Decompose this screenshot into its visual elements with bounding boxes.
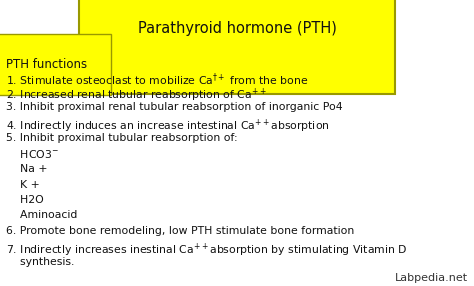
Text: H2O: H2O	[6, 195, 44, 205]
Text: Na +: Na +	[6, 164, 47, 174]
Text: 6. Promote bone remodeling, low PTH stimulate bone formation: 6. Promote bone remodeling, low PTH stim…	[6, 226, 354, 236]
Text: Parathyroid hormone (PTH): Parathyroid hormone (PTH)	[137, 21, 337, 36]
Text: 5. Inhibit proximal tubular reabsorption of:: 5. Inhibit proximal tubular reabsorption…	[6, 133, 237, 143]
Text: 2. Increased renal tubular reabsorption of Ca$^{++}$: 2. Increased renal tubular reabsorption …	[6, 86, 267, 104]
Text: K +: K +	[6, 180, 40, 190]
Text: Labpedia.net: Labpedia.net	[395, 273, 468, 283]
Text: 1. Stimulate osteoclast to mobilize Ca$^{\dag+}$ from the bone: 1. Stimulate osteoclast to mobilize Ca$^…	[6, 71, 308, 88]
Text: 3. Inhibit proximal renal tubular reabsorption of inorganic Po4: 3. Inhibit proximal renal tubular reabso…	[6, 102, 343, 112]
Text: PTH functions: PTH functions	[6, 58, 87, 71]
Text: Aminoacid: Aminoacid	[6, 210, 77, 221]
Text: synthesis.: synthesis.	[6, 257, 74, 267]
Text: 7. Indirectly increases inestinal Ca$^{++}$absorption by stimulating Vitamin D: 7. Indirectly increases inestinal Ca$^{+…	[6, 241, 408, 259]
Text: HCO3$^{-}$: HCO3$^{-}$	[6, 148, 59, 160]
Text: 4. Indirectly induces an increase intestinal Ca$^{++}$absorption: 4. Indirectly induces an increase intest…	[6, 118, 329, 135]
